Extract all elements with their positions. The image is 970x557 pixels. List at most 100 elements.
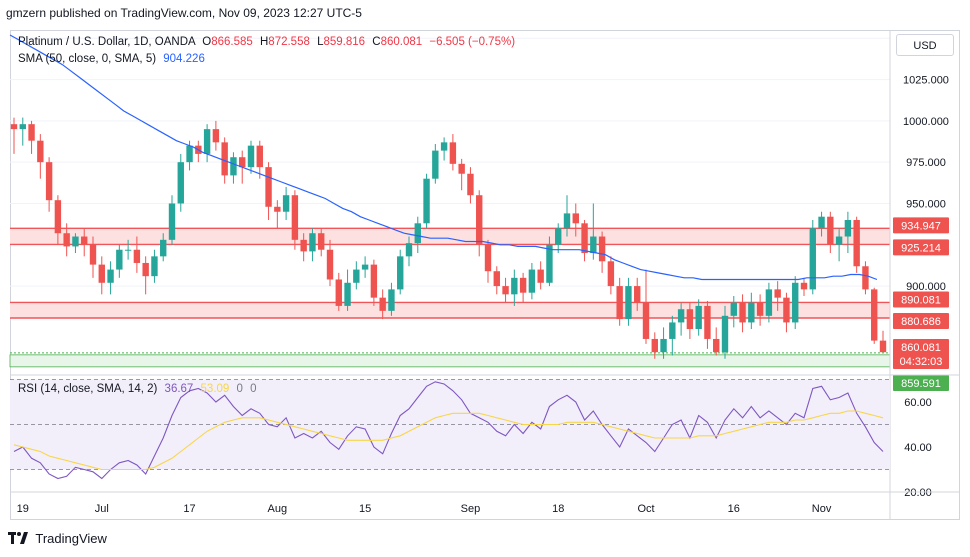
candle <box>107 261 114 295</box>
candle-body <box>54 200 62 234</box>
candle-body <box>142 262 149 277</box>
candle-body <box>502 286 509 295</box>
candle <box>247 140 255 174</box>
candle-body <box>660 338 667 353</box>
candle-body <box>265 167 272 207</box>
candle <box>546 236 553 287</box>
candle-body <box>168 203 176 240</box>
price-level-label: 860.081 <box>893 339 949 356</box>
candle-body <box>124 249 132 251</box>
publisher-line: gmzern published on TradingView.com, Nov… <box>6 6 362 20</box>
candle <box>309 228 316 262</box>
footer[interactable]: TradingView <box>8 531 107 547</box>
candle <box>28 120 35 154</box>
time-tick-label: 17 <box>183 503 195 515</box>
time-tick-label: Nov <box>812 503 832 515</box>
rsi-sma-line <box>13 410 884 471</box>
candle <box>405 236 413 267</box>
candle <box>818 211 825 237</box>
candle <box>809 220 816 295</box>
candle <box>72 233 79 254</box>
candle <box>625 277 632 326</box>
candle-body <box>695 305 702 330</box>
price-level-label-bg <box>893 353 949 370</box>
candle <box>300 233 307 262</box>
rsi-extra-2: 0 <box>250 383 257 395</box>
resistance-zone <box>10 228 890 245</box>
candle <box>756 294 764 326</box>
candle-body <box>318 233 325 250</box>
price-level-label-text: 934.947 <box>901 220 941 232</box>
candle <box>677 302 685 336</box>
rsi-tick-label: 20.00 <box>904 487 932 499</box>
price-level-label: 859.591 <box>893 375 949 392</box>
candle-body <box>563 213 571 229</box>
open-label: O <box>202 36 212 48</box>
price-axis[interactable]: 1050.0001025.0001000.000975.000950.00090… <box>889 30 949 520</box>
candle <box>458 158 465 191</box>
candle <box>19 117 26 146</box>
price-level-label-text: 860.081 <box>901 342 941 354</box>
candle-body <box>800 282 808 290</box>
support-zone <box>10 302 890 318</box>
candle <box>318 228 325 257</box>
candle <box>116 244 123 278</box>
candle <box>37 134 44 179</box>
candle-body <box>835 236 843 245</box>
candle-body <box>528 269 536 293</box>
time-tick-label: 15 <box>359 503 371 515</box>
candle <box>440 137 448 161</box>
price-level-label: 890.081 <box>893 291 949 308</box>
candles <box>10 117 887 359</box>
candle <box>168 195 176 245</box>
candle-body <box>484 244 492 272</box>
candle-body <box>519 277 527 293</box>
low-label: L <box>317 36 324 48</box>
candle-body <box>28 124 35 141</box>
candle-body <box>432 150 439 179</box>
candle-body <box>282 195 290 212</box>
candle-body <box>555 228 562 245</box>
candle-body <box>853 220 860 267</box>
candle-body <box>72 236 79 247</box>
candle <box>537 261 544 290</box>
candle-body <box>537 269 544 283</box>
time-tick-label: 19 <box>17 503 29 515</box>
candle-body <box>247 145 255 168</box>
currency-button[interactable]: USD <box>896 34 954 56</box>
candle <box>590 203 597 260</box>
candle <box>291 190 299 250</box>
candle <box>361 256 369 278</box>
candle-body <box>748 302 755 323</box>
tradingview-logo-icon <box>8 532 28 547</box>
candle <box>142 256 149 295</box>
candle <box>879 330 887 353</box>
candle-body <box>730 302 737 316</box>
low-value: 859.816 <box>323 36 366 48</box>
candle <box>871 287 878 344</box>
high-value: 872.558 <box>268 36 310 48</box>
candle <box>800 277 808 296</box>
candle <box>151 249 158 283</box>
candle-body <box>493 271 500 287</box>
candle-body <box>818 216 825 229</box>
sma-polyline <box>9 34 878 281</box>
time-axis[interactable]: 19 Jul 17 Aug 15 Sep 18 Oct 16 Nov <box>10 491 960 515</box>
candle <box>282 186 290 220</box>
candle-body <box>37 140 44 163</box>
candle-body <box>405 243 413 257</box>
candle <box>45 157 53 212</box>
candle <box>379 289 386 320</box>
candle-body <box>326 249 334 280</box>
candle-body <box>81 236 88 245</box>
candle-body <box>844 220 852 237</box>
candle-body <box>511 277 518 295</box>
candle <box>748 292 755 330</box>
candle <box>230 152 237 184</box>
candle <box>133 236 141 273</box>
horizontal-zones <box>9 227 891 368</box>
candle <box>10 117 18 154</box>
candle <box>528 262 536 300</box>
candle <box>704 300 711 349</box>
